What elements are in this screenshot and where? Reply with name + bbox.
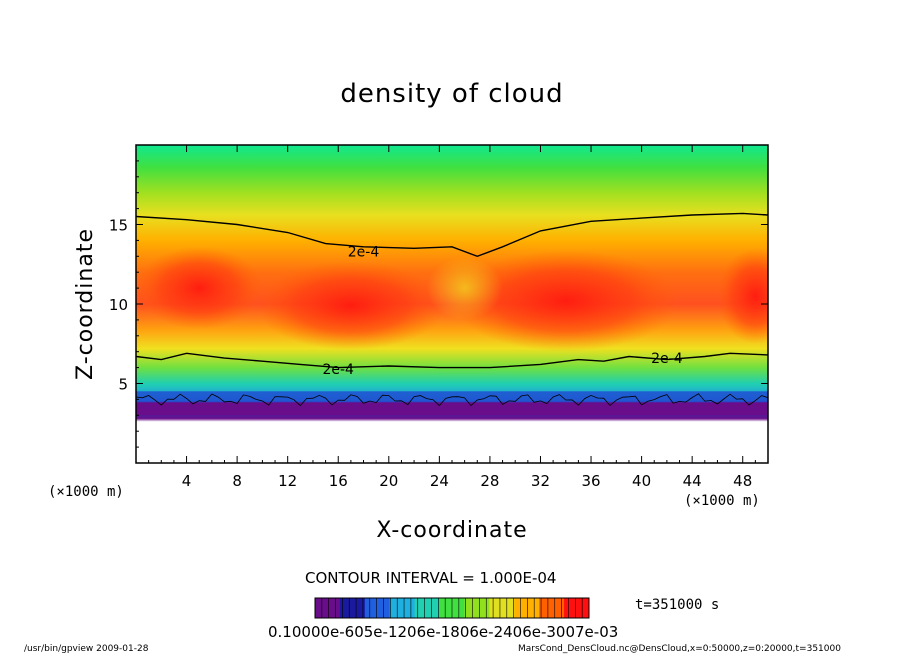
colorbar-swatch [339,598,366,618]
density-maximum [136,246,263,330]
colorbar [314,597,590,619]
density-maximum [452,249,680,352]
time-label: t=351000 s [635,597,719,613]
density-minimum [426,256,503,320]
colorbar-swatch [489,598,515,618]
chart-title: density of cloud [340,79,563,109]
colorbar-swatch [564,598,590,618]
x-tick-label: 32 [531,472,550,490]
x-unit-left: (×1000 m) [48,484,124,500]
colorbar-frame [314,597,590,619]
y-tick-label: 15 [109,217,128,235]
x-tick-label: 48 [733,472,752,490]
x-tick-label: 4 [182,472,192,490]
colorbar-swatch [514,598,540,618]
y-axis-label: Z-coordinate [73,228,98,380]
density-maximum [717,248,768,344]
contour-lower [136,352,768,369]
footer-right: MarsCond_DensCloud.nc@DensCloud,x=0:5000… [518,644,841,654]
contour-label: 2e-4 [322,362,354,378]
x-tick-label: 24 [430,472,449,490]
density-maximum [256,261,446,351]
colorbar-swatch [464,598,490,618]
colorbar-swatch [389,598,416,618]
x-tick-label: 20 [379,472,398,490]
x-tick-label: 12 [278,472,297,490]
x-unit-right: (×1000 m) [684,493,760,509]
contour-base [136,393,768,407]
colorbar-swatch [539,598,565,618]
x-tick-label: 40 [632,472,651,490]
y-tick-label: 10 [109,296,128,314]
x-tick-label: 36 [581,472,600,490]
plot-area [136,145,768,463]
x-tick-label: 16 [329,472,348,490]
colorbar-labels: 0.10000e-605e-1206e-1806e-2406e-3007e-03 [268,623,618,641]
colorbar-swatch [414,598,441,618]
colorbar-swatch [364,598,391,618]
contour-label: 2e-4 [348,245,380,261]
y-tick-label: 5 [118,376,128,394]
colorbar-swatch [315,598,341,618]
x-tick-label: 8 [232,472,242,490]
footer-left: /usr/bin/gpview 2009-01-28 [24,644,149,654]
contour-lines: 2e-4 2e-4 2e-4 [136,212,768,407]
cloud-base-band [136,401,768,416]
x-tick-label: 44 [683,472,702,490]
contour-interval: CONTOUR INTERVAL = 1.000E-04 [305,569,556,587]
x-tick-label: 28 [480,472,499,490]
x-axis-label: X-coordinate [376,518,527,543]
contour-upper [136,212,768,258]
contour-label: 2e-4 [651,351,683,367]
